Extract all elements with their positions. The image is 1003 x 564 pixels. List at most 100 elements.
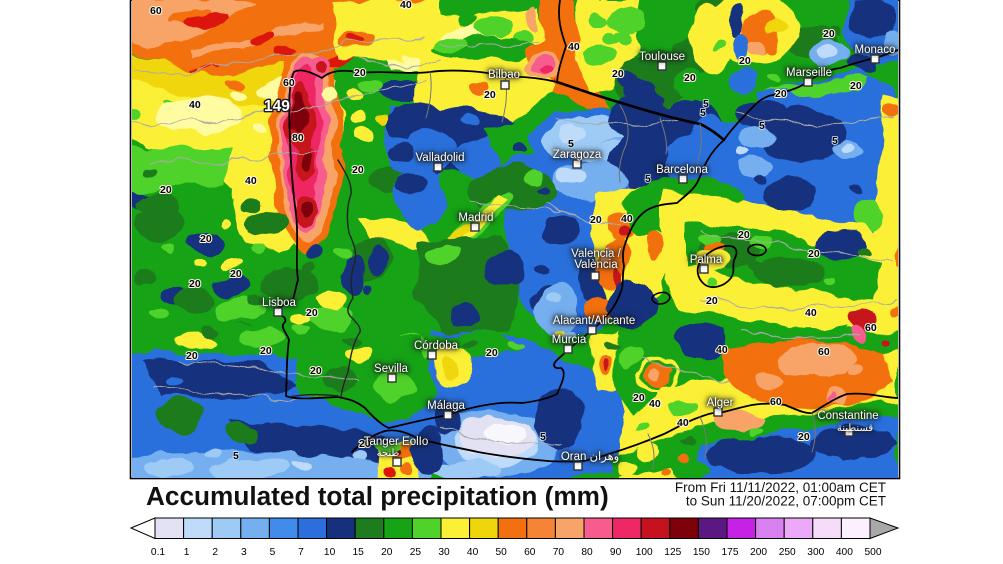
svg-text:Constantine: Constantine (817, 410, 878, 422)
svg-text:60: 60 (524, 547, 536, 558)
svg-text:500: 500 (865, 547, 882, 558)
svg-text:40: 40 (649, 398, 661, 410)
svg-text:40: 40 (189, 99, 201, 111)
svg-text:Accumulated total precipitatio: Accumulated total precipitation (mm) (146, 481, 609, 511)
svg-text:400: 400 (836, 547, 853, 558)
svg-text:20: 20 (798, 431, 810, 443)
svg-text:40: 40 (467, 547, 479, 558)
svg-text:Murcia: Murcia (552, 334, 587, 346)
svg-text:300: 300 (807, 547, 824, 558)
svg-text:20: 20 (808, 248, 820, 260)
svg-text:20: 20 (160, 184, 172, 196)
svg-text:100: 100 (636, 547, 653, 558)
svg-text:175: 175 (722, 547, 739, 558)
svg-text:Madrid: Madrid (458, 212, 493, 224)
svg-text:80: 80 (581, 547, 593, 558)
svg-text:125: 125 (664, 547, 681, 558)
svg-text:149: 149 (264, 98, 290, 115)
svg-text:Lisboa: Lisboa (262, 297, 296, 309)
svg-text:5: 5 (645, 173, 651, 185)
svg-text:Málaga: Málaga (427, 400, 465, 412)
svg-text:70: 70 (553, 547, 565, 558)
svg-text:150: 150 (693, 547, 710, 558)
svg-text:València: València (574, 259, 618, 271)
svg-text:Barcelona: Barcelona (656, 164, 708, 176)
svg-text:20: 20 (706, 295, 718, 307)
svg-text:10: 10 (324, 547, 336, 558)
svg-text:60: 60 (150, 5, 162, 17)
svg-text:2: 2 (212, 547, 218, 558)
svg-text:15: 15 (353, 547, 365, 558)
svg-text:5: 5 (703, 98, 709, 110)
svg-text:Toulouse: Toulouse (639, 51, 685, 63)
svg-text:250: 250 (779, 547, 796, 558)
svg-text:Marseille: Marseille (786, 67, 832, 79)
svg-text:20: 20 (739, 55, 751, 67)
svg-text:40: 40 (245, 175, 257, 187)
svg-text:to Sun 11/20/2022, 07:00pm CET: to Sun 11/20/2022, 07:00pm CET (686, 494, 886, 509)
svg-text:Alger: Alger (707, 397, 734, 409)
svg-text:Palma: Palma (690, 254, 723, 266)
svg-text:60: 60 (283, 77, 295, 89)
svg-text:20: 20 (359, 438, 371, 450)
svg-text:20: 20 (354, 67, 366, 79)
svg-text:5: 5 (700, 107, 706, 119)
svg-text:5: 5 (270, 547, 276, 558)
svg-text:200: 200 (750, 547, 767, 558)
svg-text:20: 20 (200, 233, 212, 245)
svg-text:From Fri 11/11/2022, 01:00am C: From Fri 11/11/2022, 01:00am CET (675, 480, 886, 495)
svg-text:7: 7 (298, 547, 304, 558)
svg-text:Tanger EolIo: Tanger EolIo (364, 436, 429, 448)
svg-text:20: 20 (633, 392, 645, 404)
svg-text:20: 20 (189, 278, 201, 290)
svg-text:20: 20 (260, 345, 272, 357)
svg-text:40: 40 (621, 213, 633, 225)
svg-text:40: 40 (677, 417, 689, 429)
svg-text:20: 20 (486, 347, 498, 359)
svg-text:5: 5 (759, 120, 765, 132)
svg-text:60: 60 (865, 322, 877, 334)
svg-text:25: 25 (410, 547, 422, 558)
svg-text:20: 20 (306, 307, 318, 319)
svg-text:40: 40 (400, 0, 412, 11)
svg-text:20: 20 (381, 547, 393, 558)
svg-text:20: 20 (775, 88, 787, 100)
svg-text:20: 20 (738, 229, 750, 241)
svg-text:40: 40 (568, 41, 580, 53)
svg-text:20: 20 (352, 164, 364, 176)
svg-text:Zaragoza: Zaragoza (553, 149, 602, 161)
svg-text:Oran وهران: Oran وهران (561, 450, 619, 463)
svg-text:90: 90 (610, 547, 622, 558)
svg-text:20: 20 (612, 68, 624, 80)
svg-text:قسنطينة: قسنطينة (837, 423, 874, 434)
svg-text:40: 40 (716, 344, 728, 356)
svg-text:80: 80 (292, 132, 304, 144)
svg-text:20: 20 (590, 214, 602, 226)
svg-text:طنجة: طنجة (377, 448, 400, 459)
svg-text:5: 5 (832, 135, 838, 147)
svg-text:20: 20 (186, 350, 198, 362)
svg-text:30: 30 (438, 547, 450, 558)
svg-text:20: 20 (823, 28, 835, 40)
svg-text:60: 60 (770, 396, 782, 408)
svg-text:Bilbao: Bilbao (488, 69, 520, 81)
svg-text:Valencia /: Valencia / (571, 248, 621, 260)
svg-text:50: 50 (496, 547, 508, 558)
svg-text:20: 20 (484, 89, 496, 101)
svg-text:Valladolid: Valladolid (415, 152, 464, 164)
svg-text:Alacant/Alicante: Alacant/Alicante (553, 315, 635, 327)
svg-text:40: 40 (805, 307, 817, 319)
svg-text:20: 20 (850, 80, 862, 92)
svg-text:0.1: 0.1 (151, 547, 165, 558)
svg-text:20: 20 (230, 268, 242, 280)
svg-text:20: 20 (310, 365, 322, 377)
svg-text:5: 5 (540, 431, 546, 443)
svg-text:60: 60 (818, 346, 830, 358)
svg-text:Córdoba: Córdoba (414, 340, 459, 352)
svg-text:Monaco: Monaco (855, 44, 896, 56)
svg-text:3: 3 (241, 547, 247, 558)
svg-text:Sevilla: Sevilla (374, 363, 408, 375)
svg-text:5: 5 (568, 138, 574, 150)
svg-text:5: 5 (233, 450, 239, 462)
svg-text:1: 1 (184, 547, 190, 558)
